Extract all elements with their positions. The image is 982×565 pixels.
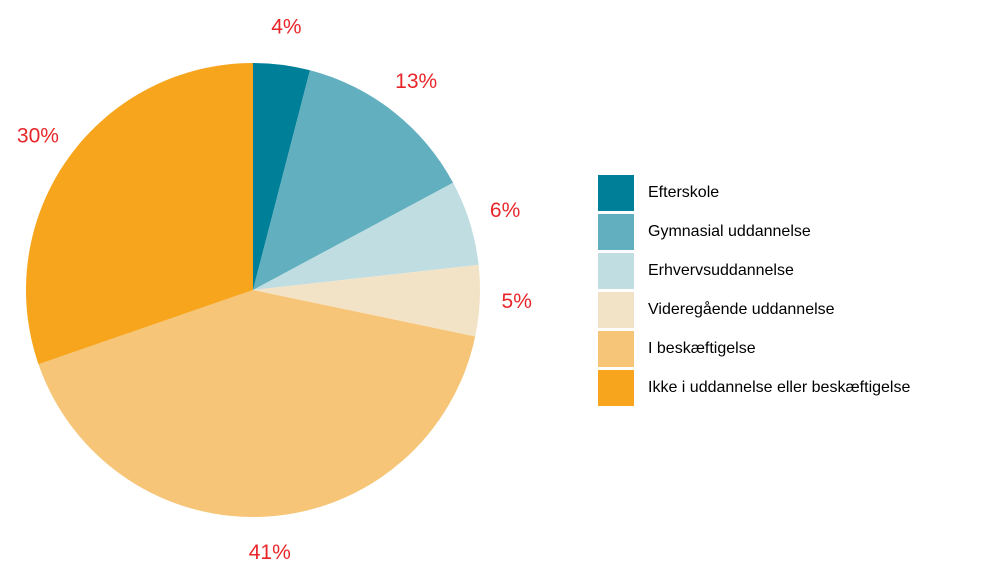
pie-slice <box>253 63 311 290</box>
legend-label: Erhvervsuddannelse <box>648 262 794 279</box>
value-label: 4% <box>271 16 301 39</box>
legend-label: Efterskole <box>648 184 719 201</box>
legend-label: Ikke i uddannelse eller beskæftigelse <box>648 379 910 396</box>
pie-slice <box>38 290 476 517</box>
legend-swatch <box>598 214 634 250</box>
value-label: 30% <box>17 124 59 147</box>
pie-slice <box>253 264 480 337</box>
value-label: 5% <box>502 290 532 313</box>
value-label: 13% <box>395 70 437 93</box>
legend-swatch <box>598 175 634 211</box>
legend-swatch <box>598 331 634 367</box>
legend-label: Videregående uddannelse <box>648 300 835 318</box>
pie-slice <box>26 63 254 365</box>
pie-slice <box>253 182 479 290</box>
legend-label: I beskæftigelse <box>648 340 756 357</box>
legend-swatch <box>598 370 634 406</box>
legend-swatch <box>598 292 634 328</box>
value-label: 6% <box>490 199 520 222</box>
legend-swatch <box>598 253 634 289</box>
legend-label: Gymnasial uddannelse <box>648 223 811 240</box>
value-label: 41% <box>249 541 291 564</box>
pie-slice <box>253 70 454 291</box>
